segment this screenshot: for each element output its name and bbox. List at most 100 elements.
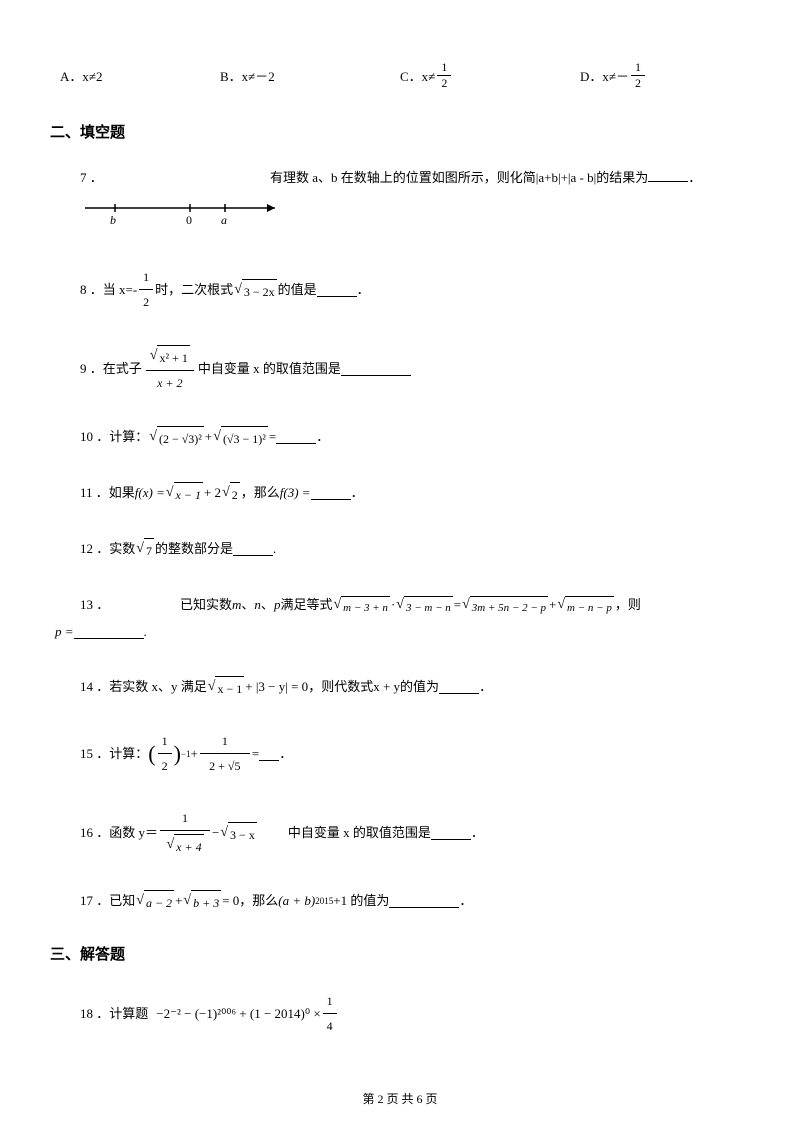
question-8: 8 ．当 x=- 1 2 时，二次根式 √3 − 2x 的值是 ． [50,265,750,314]
q16-end: 中自变量 x 的取值范围是 [288,820,431,846]
q7-text: 有理数 a、b 在数轴上的位置如图所示，则化简|a+b|+|a - b|的结果为 [270,167,648,186]
question-13: 13 ． 已知实数 m 、 n 、 p 满足等式 √m − 3 + n · √3… [50,591,750,645]
number-line-diagram: b 0 a [50,196,290,230]
nl-0: 0 [186,213,192,226]
q16-num: 16 ．函数 y＝ [80,820,158,846]
frac-den: x + 2 [154,371,185,395]
frac-den: 2 [438,76,450,91]
question-14: 14 ．若实数 x、y 满足 √x − 1 + |3 − y| = 0 ，则代数… [50,673,750,701]
frac-num: √x² + 1 [146,342,194,370]
sqrt-body: 3m + 5n − 2 − p [470,596,548,619]
q13-text: 满足等式 [280,592,332,618]
q13-num: 13 ． [80,592,180,618]
question-16: 16 ．函数 y＝ 1 √x + 4 − √3 − x 中自变量 x 的取值范围… [50,806,750,859]
frac-num: 1 [632,60,644,75]
q12-period: . [273,536,276,562]
frac-den: 2 + √5 [206,754,243,778]
q13-peq: p = [55,619,74,645]
sqrt-body: 2 [230,482,240,507]
q18-num: 18 ．计算题 [80,1001,148,1027]
q12-num: 12 ．实数 [80,536,135,562]
option-c: C．x≠ 1 2 [400,60,580,91]
q9-blank [341,362,411,376]
q15-math: ( 1 2 ) −1 + 1 2 + √5 [148,729,252,778]
q11-comma: ，那么 [241,480,280,506]
q17-num: 17 ．已知 [80,888,135,914]
q12-sqrt: √7 [136,535,154,563]
q13-sqrt2: √3 − m − n [396,591,452,619]
q11-mid: + 2 [204,480,221,506]
q16-minus: − [212,820,219,846]
q9-sqrt: √x² + 1 [150,342,190,370]
sqrt-body: m − 3 + n [341,596,390,619]
q13-dot: · [391,592,395,618]
option-d-fraction: 1 2 [631,60,645,91]
q16-blank [431,826,471,840]
q8-num: 8 ．当 x=- [80,277,137,303]
option-b: B．x≠－2 [220,66,400,85]
frac-den: 4 [324,1014,336,1038]
q15-num: 15 ．计算： [80,741,148,767]
q13-sqrt3: √3m + 5n − 2 − p [462,591,548,619]
q10-period: ． [316,424,329,450]
q13-plus: + [549,592,556,618]
frac-num: 1 [219,729,231,753]
frac-den: 2 [140,290,152,314]
nl-a: a [221,213,227,226]
q11-fx: f(x) = [135,480,165,506]
q17-expr: (a + b) [278,888,315,914]
q13-eq: = [454,592,461,618]
q9-num: 9 ．在式子 [80,356,142,382]
q11-sqrt2: √2 [222,479,240,507]
q10-plus: + [205,424,212,450]
frac-num: 1 [438,60,450,75]
sqrt-body: (2 − √3)² [157,426,204,451]
q15-blank [259,747,279,761]
q8-end: 的值是 [278,277,317,303]
q14-mid: + |3 − y| = 0 [245,674,308,700]
q13-pre: 已知实数 [180,592,232,618]
sqrt-body: b + 3 [191,890,221,915]
q17-sqrt2: √b + 3 [183,887,221,915]
option-c-fraction: 1 2 [437,60,451,91]
q10-sqrt1: √(2 − √3)² [149,423,204,451]
frac-den: 2 [632,76,644,91]
q8-frac: 1 2 [139,265,153,314]
frac-den: √x + 4 [162,831,207,859]
frac-den: 2 [159,754,171,778]
option-d: D．x≠－ 1 2 [580,60,647,91]
q17-period: ． [459,888,472,914]
frac-num: 1 [324,989,336,1013]
q15-plus: + [191,741,198,767]
q8-mid: 时，二次根式 [155,277,233,303]
frac-num: 1 [140,265,152,289]
sqrt-body: 3 − x [228,822,257,847]
option-a: A．x≠2 [60,66,220,85]
q16-frac: 1 √x + 4 [160,806,210,859]
q15-eq: = [252,741,259,767]
question-11: 11 ．如果 f(x) = √x − 1 + 2 √2 ，那么 f(3) = ． [50,479,750,507]
sqrt-body: a − 2 [144,890,174,915]
q10-blank [276,430,316,444]
q17-end: +1 的值为 [333,888,389,914]
q8-blank [317,283,357,297]
question-9: 9 ．在式子 √x² + 1 x + 2 中自变量 x 的取值范围是 [50,342,750,395]
frac-num: 1 [179,806,191,830]
q15-period: ． [279,741,292,767]
q13-blank [74,625,144,639]
frac-num: 1 [159,729,171,753]
q18-expr: −2⁻² − (−1)²⁰⁰⁶ + (1 − 2014)⁰ × [156,1001,320,1027]
question-15: 15 ．计算： ( 1 2 ) −1 + 1 2 + √5 = ． [50,729,750,778]
q14-sqrt: √x − 1 [208,673,244,701]
q14-period: ． [479,674,492,700]
option-c-prefix: C．x≠ [400,66,435,85]
question-12: 12 ．实数 √7 的整数部分是 . [50,535,750,563]
q11-period: ． [351,480,364,506]
q17-plus: + [175,888,182,914]
q11-f3: f(3) = [280,480,311,506]
q13-ze: ，则 [615,592,641,618]
sqrt-body: x + 4 [174,834,203,859]
q12-end: 的整数部分是 [155,536,233,562]
q8-period: ． [357,277,370,303]
q17-blank [389,894,459,908]
